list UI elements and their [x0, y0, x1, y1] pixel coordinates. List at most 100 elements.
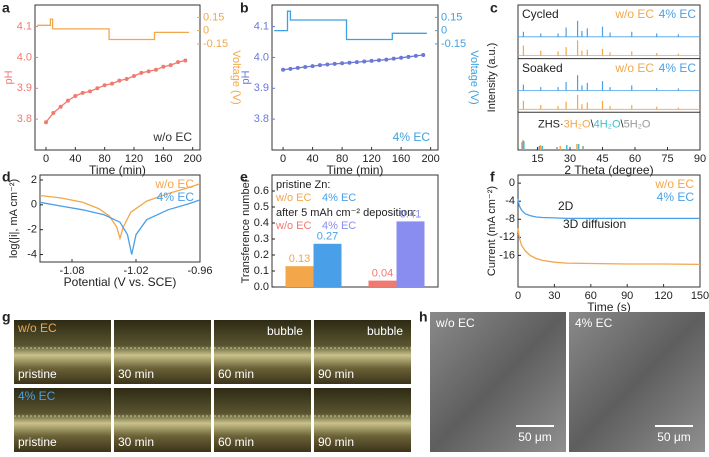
panel-letter: h [419, 309, 428, 325]
marker [325, 62, 330, 67]
x-tick-label: 200 [183, 153, 201, 165]
group-label: Soaked [522, 61, 563, 75]
y2-axis-label: Voltage (V) [230, 50, 242, 104]
y2-tick-label: 0 [441, 25, 447, 37]
x-tick-label: 75 [661, 153, 673, 165]
y-axis-label: pH [240, 70, 252, 84]
legend-entry: w/o EC [275, 220, 312, 232]
photo-note: bubble [267, 324, 303, 338]
y-tick-label: 2 [31, 174, 37, 186]
photo [14, 388, 111, 452]
x-tick-label: 45 [596, 153, 608, 165]
x-tick-label: 160 [154, 153, 172, 165]
x-tick-label: 0 [515, 290, 521, 302]
y-axis-label: Transference number [240, 178, 252, 283]
photo-caption: 30 min [118, 367, 154, 381]
value-label: 0.13 [289, 253, 310, 265]
y-tick-label: 0.0 [254, 281, 269, 293]
panel-letter: d [2, 169, 11, 185]
legend-entry: 4% EC [157, 190, 195, 204]
marker [44, 120, 48, 125]
plot-frame [271, 4, 439, 151]
marker [154, 67, 158, 72]
y-tick-label: -4 [505, 195, 515, 207]
legend-entry: 4% EC [659, 7, 697, 21]
legend-entry: 4% EC [659, 61, 697, 75]
marker [413, 53, 418, 58]
photo-caption: 90 min [318, 367, 354, 381]
y2-tick-label: 0.15 [203, 11, 224, 23]
annotation: 4% EC [393, 130, 431, 144]
series-line [39, 183, 201, 241]
x-tick-label: 90 [621, 290, 633, 302]
x-tick-label: 60 [585, 290, 597, 302]
y-tick-label: 4.0 [17, 51, 32, 63]
marker [281, 67, 286, 72]
marker [66, 98, 70, 103]
sem-caption: 4% EC [575, 316, 613, 330]
y-axis-label: Intensity (a.u.) [486, 43, 498, 113]
series-line [274, 10, 427, 41]
x-tick-label: 0 [280, 153, 286, 165]
y-tick-label: -16 [499, 249, 515, 261]
photo [314, 388, 411, 452]
y-tick-label: 3.9 [254, 82, 269, 94]
y-tick-label: 0.2 [254, 249, 269, 261]
series-line [39, 199, 201, 255]
x-tick-label: 200 [421, 153, 439, 165]
y-tick-label: 3.8 [17, 113, 32, 125]
x-tick-label: 30 [548, 290, 560, 302]
y-axis-label: pH [3, 70, 15, 84]
marker [168, 63, 173, 68]
reference-name: 3H₂O [564, 118, 591, 130]
sem-caption: w/o EC [435, 316, 475, 330]
photo-caption: 60 min [218, 367, 254, 381]
x-axis-label: Potential (V vs. SCE) [64, 275, 177, 289]
marker [117, 78, 122, 83]
legend-entry: w/o EC [154, 177, 194, 191]
photo-caption: pristine [18, 435, 57, 449]
marker [176, 60, 180, 65]
y-tick-label: 0.1 [254, 265, 269, 277]
marker [295, 65, 300, 70]
marker [132, 73, 136, 78]
y-tick-label: 4.1 [17, 21, 32, 33]
annotation: 2D [558, 199, 574, 213]
marker [347, 60, 352, 65]
marker [51, 110, 56, 115]
x-axis-label: Time (s) [587, 300, 631, 314]
y-tick-label: -4 [27, 248, 37, 260]
photo [114, 388, 211, 452]
y-tick-label: 0 [509, 177, 515, 189]
photo-note: bubble [367, 324, 403, 338]
separator: \ [591, 118, 595, 130]
marker [340, 61, 345, 66]
legend-heading: pristine Zn: [276, 179, 330, 191]
value-label: 0.27 [317, 231, 338, 243]
y-axis-label: Current (mA cm⁻²) [486, 186, 498, 276]
marker [88, 89, 92, 94]
x-tick-label: 80 [99, 153, 111, 165]
photo [114, 320, 211, 384]
marker [332, 61, 337, 66]
legend-entry: w/o EC [654, 177, 694, 191]
x-tick-label: -1.02 [123, 265, 148, 277]
y-tick-label: 0.6 [254, 185, 269, 197]
marker [183, 58, 188, 63]
annotation: 3D diffusion [563, 217, 626, 231]
photo-caption: 60 min [218, 435, 254, 449]
panel-letter: a [2, 0, 10, 16]
marker [369, 58, 374, 63]
photo [214, 388, 311, 452]
legend-entry: w/o EC [614, 61, 654, 75]
marker [161, 64, 166, 69]
annotation: w/o EC [152, 130, 192, 144]
sem-image [569, 312, 705, 452]
scale-label: 50 μm [657, 430, 691, 444]
plot-frame [271, 174, 439, 288]
x-tick-label: 60 [629, 153, 641, 165]
panel-letter: g [2, 309, 11, 325]
separator: \ [621, 118, 625, 130]
marker [406, 54, 411, 59]
